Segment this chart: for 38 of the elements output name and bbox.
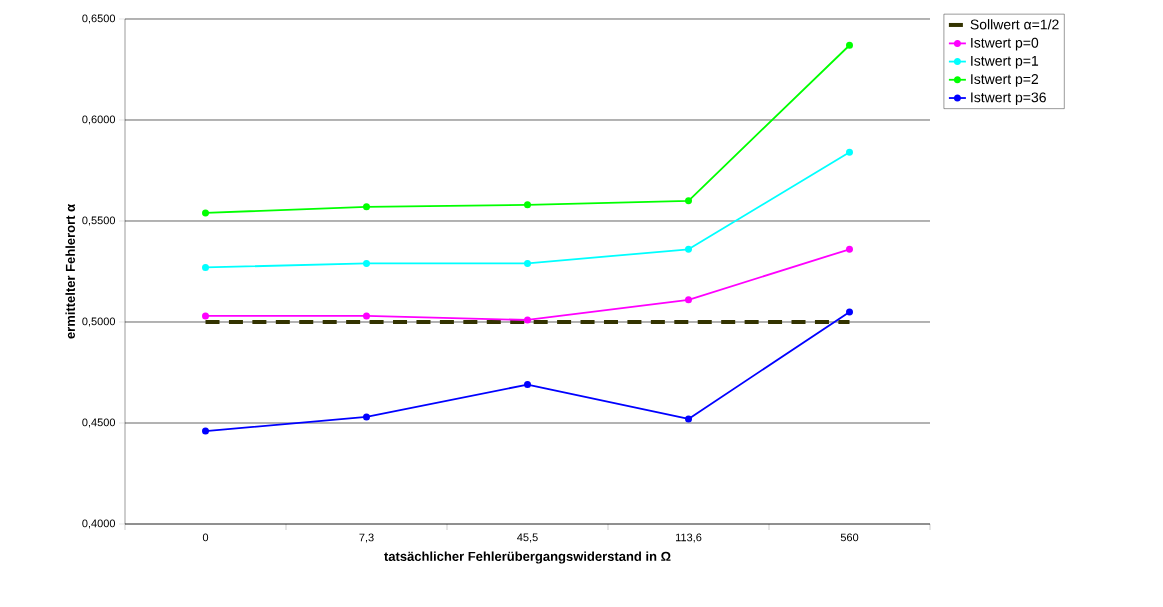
point (202, 263, 209, 271)
point (524, 316, 532, 324)
y-tick-label: 0,5500 (82, 216, 116, 226)
point (202, 427, 209, 435)
point (685, 296, 693, 304)
legend-label: Istwert p=2 (971, 74, 1039, 87)
point (202, 312, 209, 320)
legend-label: Istwert p=36 (971, 92, 1046, 106)
point (524, 201, 532, 209)
point (363, 259, 370, 267)
point (846, 245, 854, 253)
x-tick-label: 0 (202, 533, 209, 542)
point (363, 312, 370, 320)
point (363, 203, 370, 211)
point (846, 148, 854, 156)
point (524, 259, 532, 267)
point (685, 245, 693, 253)
legend-label: Istwert p=1 (971, 56, 1039, 69)
y-axis-title: ermittelter Fehlerort α (65, 204, 75, 339)
x-tick-label: 7,3 (359, 533, 374, 543)
x-tick-label: 45,5 (517, 533, 538, 543)
y-tick-label: 0,4000 (82, 519, 116, 529)
legend-label: Sollwert α=1/2 (970, 19, 1059, 30)
x-tick-label: 113,6 (675, 533, 702, 543)
y-tick-label: 0,4500 (82, 418, 116, 428)
x-tick-label: 560 (840, 533, 859, 542)
legend-label: Istwert p=0 (971, 37, 1039, 51)
y-tick-label: 0,5000 (82, 317, 116, 327)
point (363, 413, 370, 421)
point (846, 41, 854, 49)
x-axis-title: tatsächlicher Fehlerübergangswiderstand in Ω (384, 551, 671, 564)
point (685, 415, 693, 423)
point (202, 209, 209, 217)
y-tick-label: 0,6000 (82, 115, 116, 125)
y-tick-label: 0,6500 (82, 14, 116, 24)
point (524, 381, 532, 389)
point (846, 308, 854, 316)
point (685, 197, 693, 205)
